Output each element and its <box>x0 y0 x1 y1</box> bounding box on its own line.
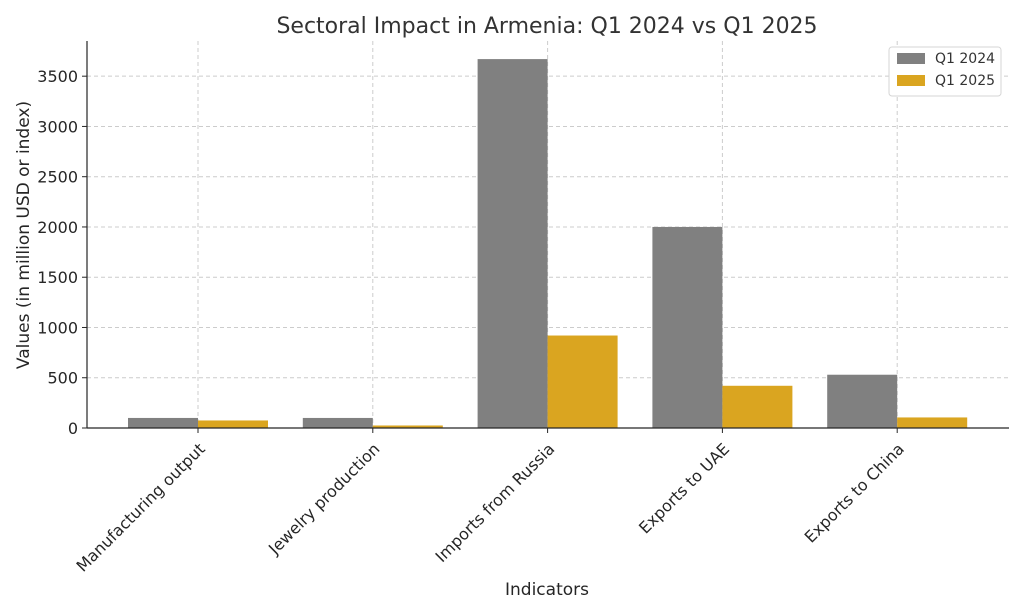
bar-q1-2025 <box>198 420 268 428</box>
x-tick-label: Manufacturing output <box>72 439 208 575</box>
x-tick-label: Exports to UAE <box>635 439 733 537</box>
bar-q1-2024 <box>302 417 373 428</box>
bar-q1-2024 <box>652 226 723 428</box>
y-tick-label: 500 <box>47 369 78 388</box>
y-tick-label: 1500 <box>37 268 78 287</box>
y-axis-label: Values (in million USD or index) <box>14 101 34 369</box>
y-tick-label: 0 <box>68 419 78 438</box>
legend: Q1 2024 Q1 2025 <box>888 46 1002 97</box>
bar-q1-2025 <box>372 425 443 428</box>
bar-q1-2025 <box>547 335 618 428</box>
chart-title: Sectoral Impact in Armenia: Q1 2024 vs Q… <box>276 14 817 39</box>
y-tick-label: 2500 <box>37 168 78 187</box>
x-tick-label: Exports to China <box>801 439 908 546</box>
y-tick-label: 3500 <box>37 67 78 86</box>
bar-q1-2024 <box>827 374 898 428</box>
y-ticks: 0 500 1000 1500 2000 2500 3000 3500 <box>37 67 87 438</box>
x-axis-label: Indicators <box>505 580 589 600</box>
y-tick-label: 1000 <box>37 318 78 337</box>
x-tick-label: Jewelry production <box>264 439 383 558</box>
y-tick-label: 2000 <box>37 218 78 237</box>
legend-label: Q1 2025 <box>935 73 995 89</box>
bar-q1-2024 <box>128 417 198 428</box>
x-tick-label: Imports from Russia <box>432 439 559 566</box>
bar-q1-2024 <box>477 59 548 428</box>
bar-q1-2025 <box>897 417 968 428</box>
bar-q1-2025 <box>722 385 793 428</box>
legend-label: Q1 2024 <box>935 51 995 67</box>
legend-swatch <box>897 75 925 86</box>
y-tick-label: 3000 <box>37 117 78 136</box>
x-ticks: Manufacturing output Jewelry production Im… <box>72 428 908 576</box>
bars <box>128 59 968 428</box>
legend-swatch <box>897 53 925 64</box>
